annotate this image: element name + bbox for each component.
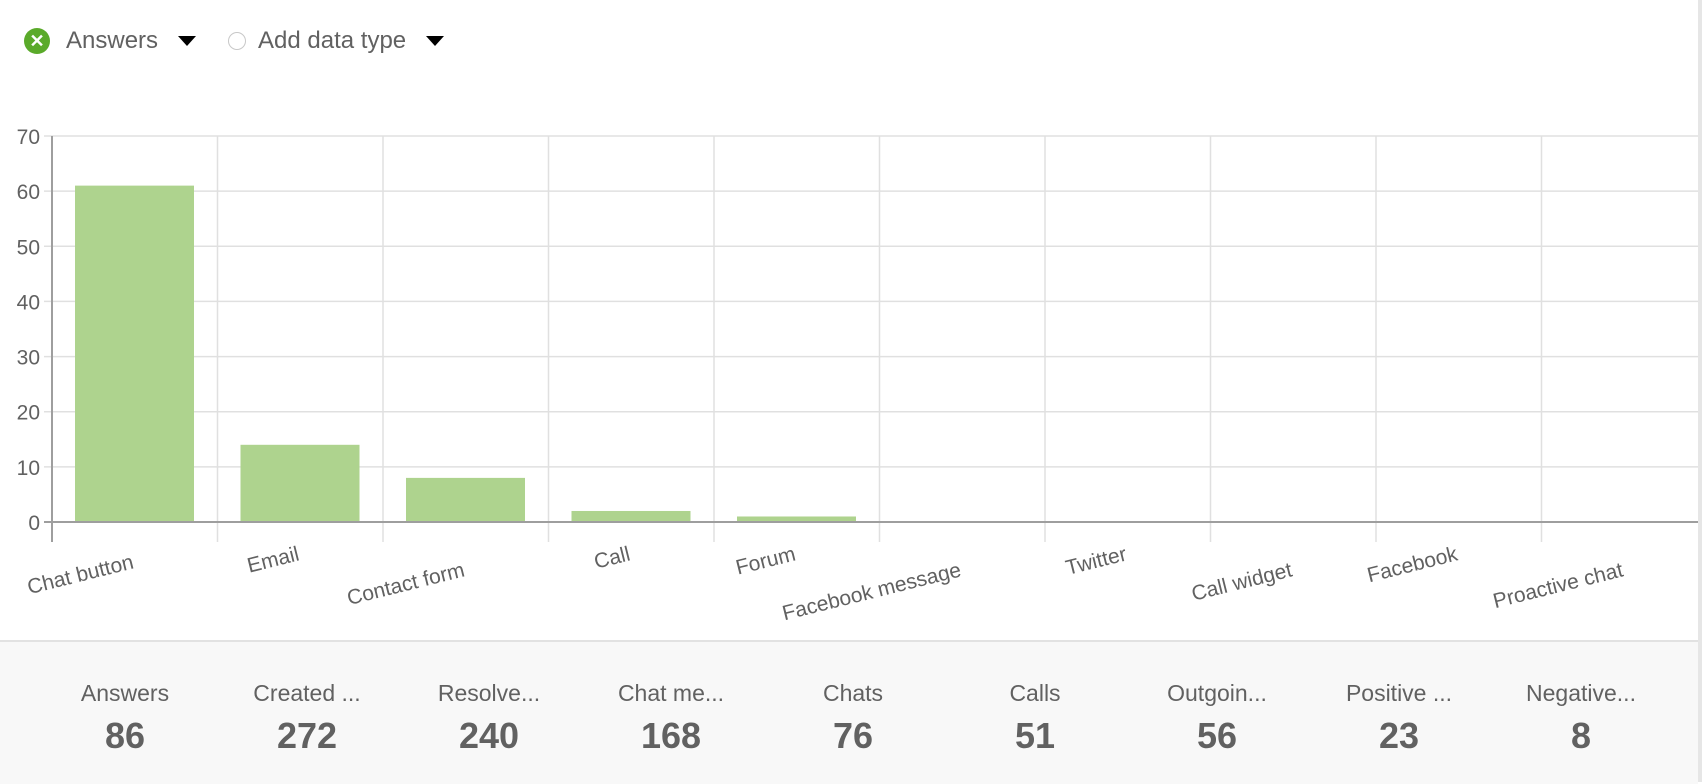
stat-label: Positive ...	[1345, 680, 1453, 706]
series-dropdown-answers[interactable]: ✕ Answers	[24, 27, 228, 55]
y-tick-label: 50	[17, 236, 40, 259]
x-tick-label: Contact form	[345, 559, 467, 610]
stat-value: 240	[458, 715, 520, 756]
y-tick-label: 0	[28, 512, 40, 535]
stat-value: 8	[1570, 715, 1592, 756]
stat-1: Created ... 272	[227, 680, 387, 757]
x-tick-label: Proactive chat	[1491, 558, 1626, 613]
stat-7: Positive ... 23	[1319, 680, 1479, 757]
bar	[240, 444, 360, 522]
stat-value: 51	[1014, 715, 1056, 756]
chart-toolbar: ✕ Answers Add data type	[24, 24, 476, 58]
x-tick-label: Facebook message	[780, 559, 963, 626]
y-tick-label: 60	[17, 181, 40, 204]
remove-series-icon[interactable]: ✕	[24, 28, 50, 54]
series-label: Answers	[66, 27, 159, 54]
stat-label: Resolve...	[437, 680, 541, 706]
stat-5: Calls 51	[955, 680, 1115, 757]
stat-value: 56	[1196, 715, 1238, 756]
x-tick-label: Chat button	[25, 551, 136, 600]
x-tick-label: Forum	[734, 543, 798, 580]
bar	[571, 510, 691, 522]
y-tick-label: 40	[17, 291, 40, 314]
y-tick-label: 70	[17, 126, 40, 149]
stat-label: Chats	[822, 680, 884, 706]
y-tick-label: 30	[17, 347, 40, 370]
stat-4: Chats 76	[773, 680, 933, 757]
add-data-type-dropdown[interactable]: Add data type	[228, 27, 476, 55]
x-tick-label: Call widget	[1189, 558, 1294, 605]
stat-label: Calls	[1009, 680, 1061, 706]
stat-0: Answers 86	[45, 680, 205, 757]
stat-value: 168	[640, 715, 702, 756]
bar	[75, 185, 194, 522]
stat-label: Outgoin...	[1167, 680, 1267, 706]
stat-value: 76	[832, 715, 874, 756]
caret-down-icon	[426, 36, 445, 46]
caret-down-icon	[178, 36, 197, 46]
y-tick-label: 20	[17, 402, 40, 425]
x-tick-label: Twitter	[1063, 543, 1129, 580]
stat-6: Outgoin... 56	[1137, 680, 1297, 757]
x-tick-label: Facebook	[1365, 542, 1461, 587]
stat-value: 23	[1378, 715, 1420, 756]
stat-label: Answers	[80, 680, 170, 706]
bar	[406, 477, 525, 522]
bar	[737, 516, 856, 522]
stat-8: Negative... 8	[1501, 680, 1661, 757]
stat-label: Chat me...	[617, 680, 725, 706]
stat-label: Created ...	[253, 680, 361, 706]
stat-2: Resolve... 240	[409, 680, 569, 757]
stat-3: Chat me... 168	[591, 680, 751, 757]
add-data-type-label: Add data type	[258, 27, 407, 54]
stat-value: 272	[276, 715, 338, 756]
radio-icon[interactable]	[228, 32, 247, 50]
bar-chart: 0 10 20 30 40 50 60 70 Chat button Email Contact f…	[17, 126, 1698, 626]
scrollbar[interactable]	[1698, 0, 1702, 782]
x-tick-label: Email	[245, 543, 302, 578]
stat-value: 86	[104, 715, 146, 756]
y-tick-label: 10	[17, 457, 40, 480]
stats-footer: Answers 86 Created ... 272 Resolve... 240 Chat…	[0, 640, 1698, 784]
x-tick-label: Call	[592, 543, 633, 574]
stat-label: Negative...	[1526, 680, 1636, 706]
